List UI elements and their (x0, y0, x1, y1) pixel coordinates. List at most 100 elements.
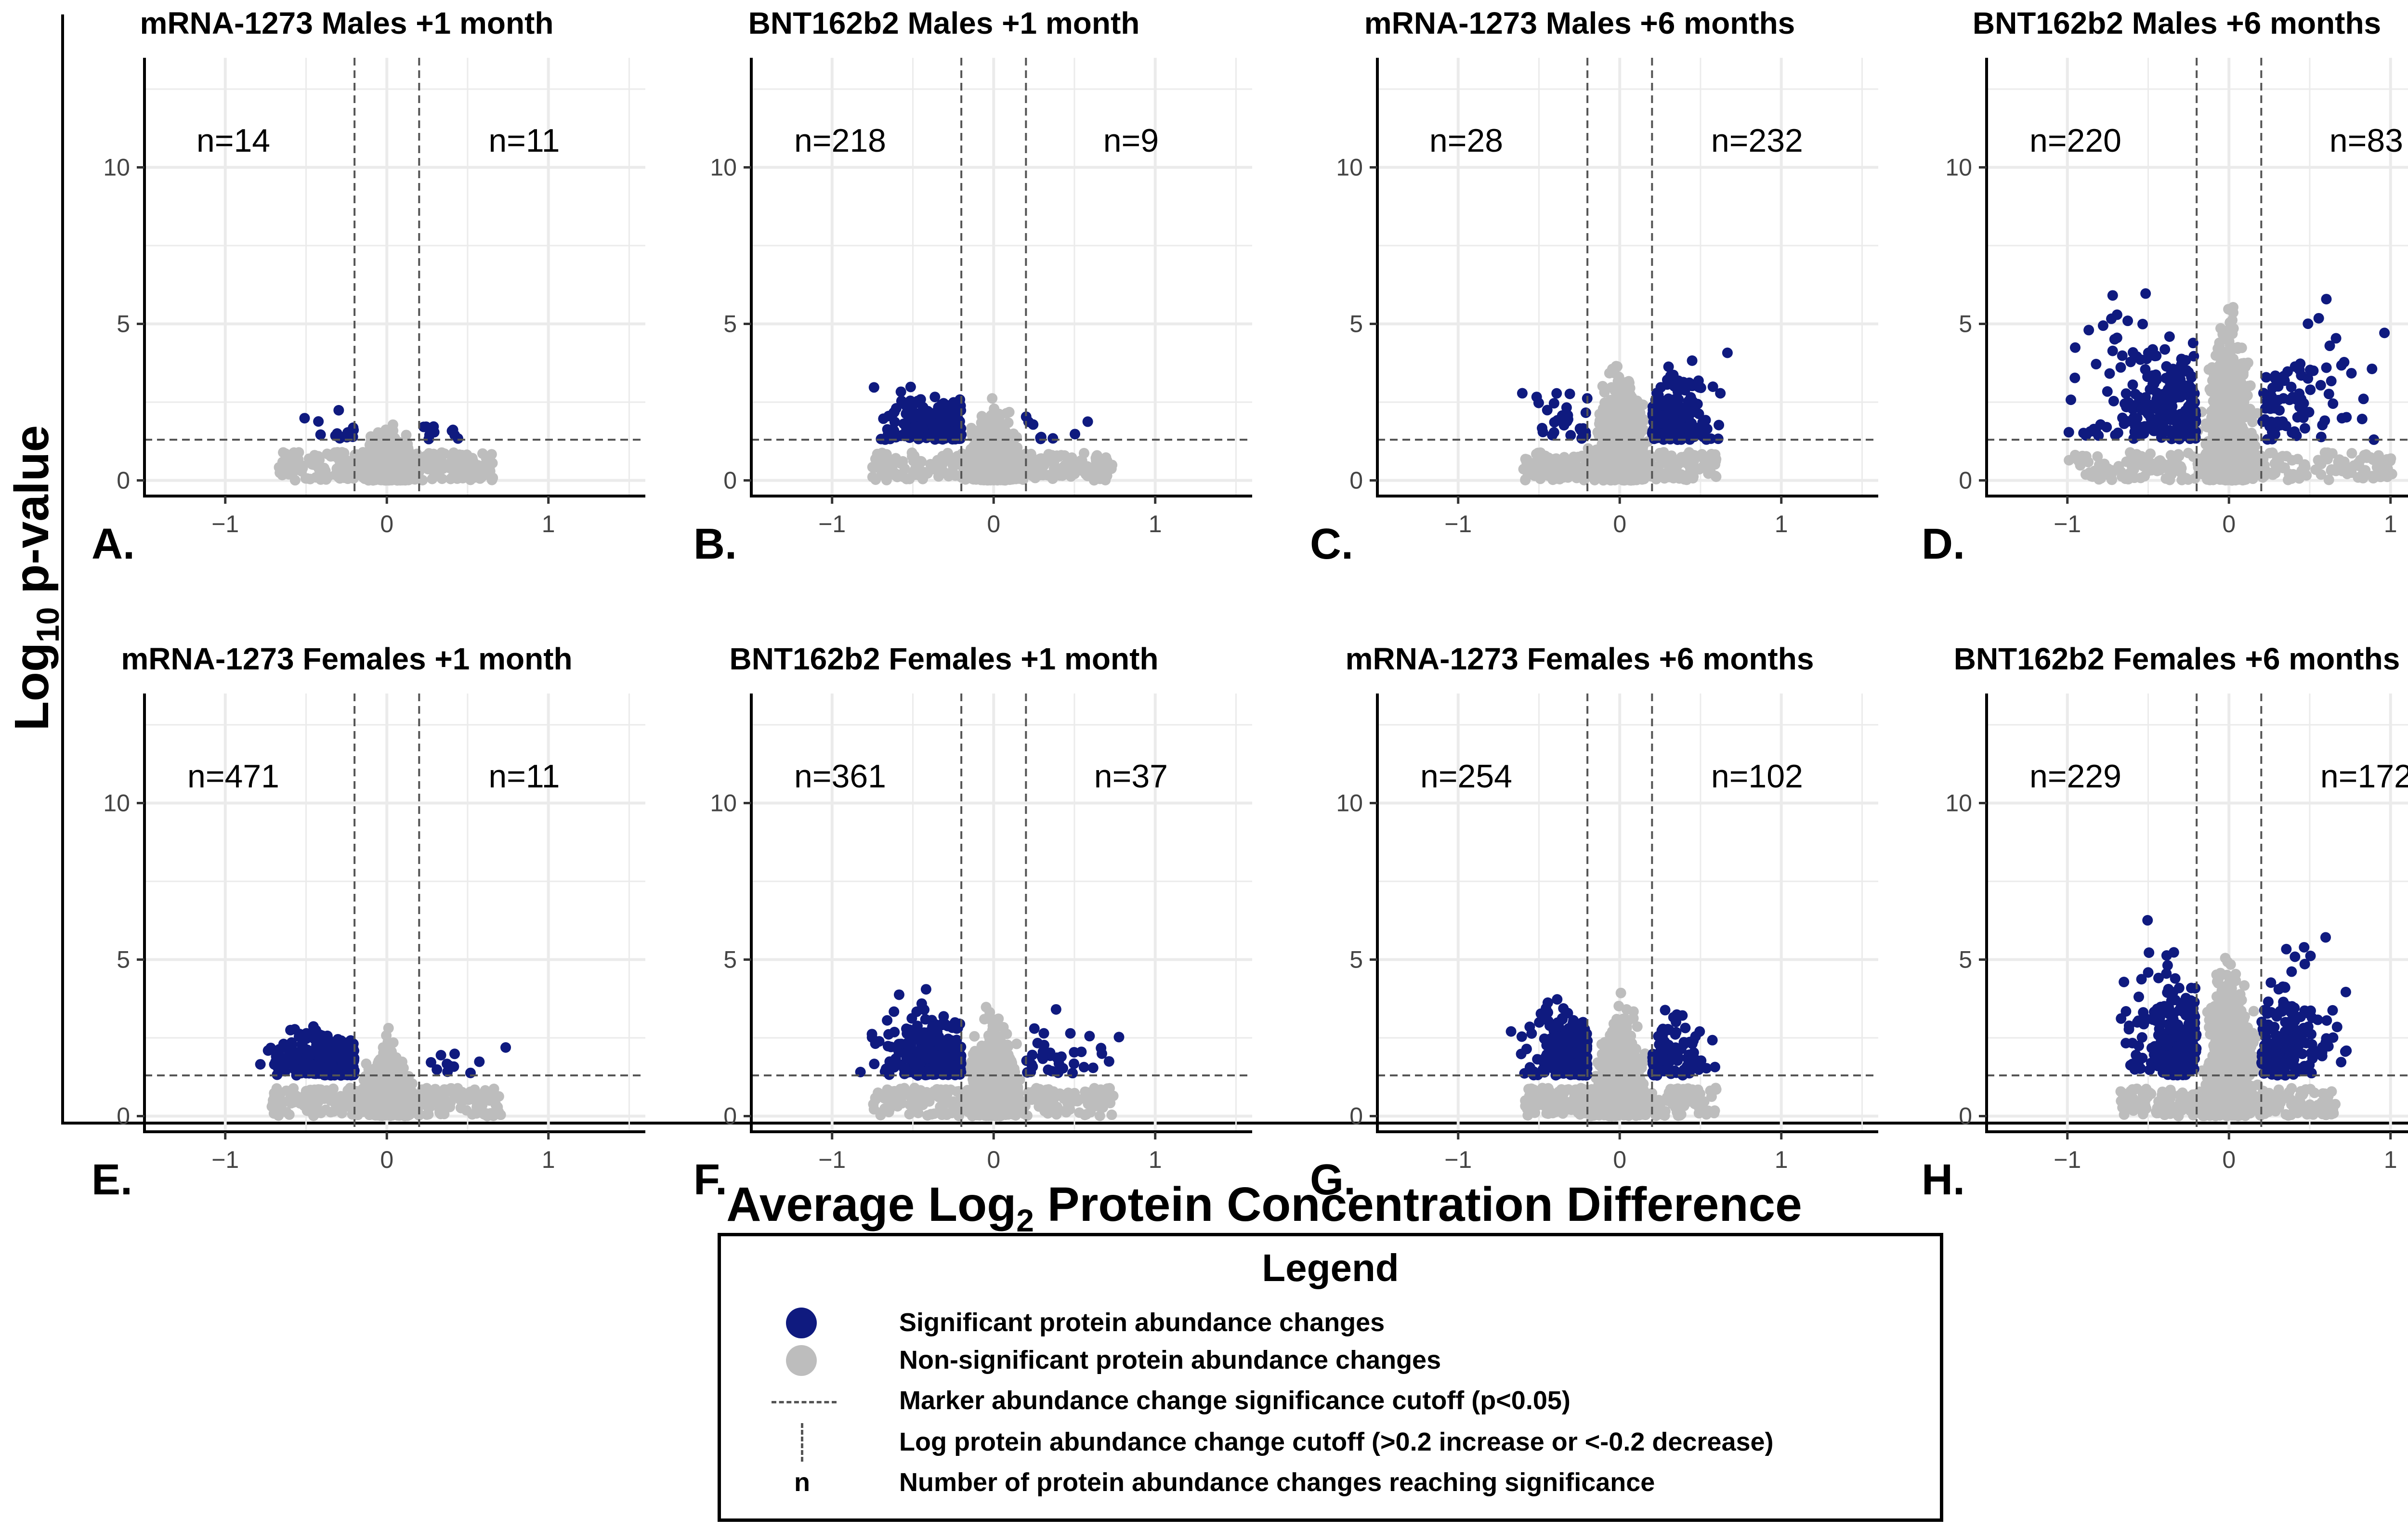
y-tick-label: 5 (117, 311, 130, 338)
point-non-significant (354, 456, 366, 467)
point-significant (333, 405, 344, 416)
point-non-significant (1658, 447, 1669, 458)
point-non-significant (1028, 460, 1039, 471)
point-significant (418, 421, 429, 432)
point-non-significant (967, 424, 978, 435)
point-non-significant (2206, 412, 2217, 423)
point-non-significant (1619, 475, 1630, 486)
point-significant (905, 395, 916, 406)
point-non-significant (1011, 432, 1022, 443)
x-tick-label: −1 (1444, 510, 1472, 537)
point-non-significant (1547, 474, 1558, 485)
point-non-significant (296, 466, 307, 477)
point-non-significant (286, 467, 297, 478)
point-non-significant (403, 474, 414, 485)
point-non-significant (1625, 409, 1636, 420)
point-non-significant (914, 465, 925, 476)
point-non-significant (1099, 455, 1111, 466)
point-non-significant (1706, 449, 1717, 460)
x-tick-label: −1 (211, 510, 239, 537)
point-non-significant (438, 449, 449, 460)
x-tick-label: 0 (380, 510, 393, 537)
y-tick-label: 10 (1336, 154, 1363, 181)
point-non-significant (987, 393, 998, 404)
point-non-significant (280, 448, 291, 459)
y-tick-label: 5 (723, 311, 737, 338)
n-left-label: n=14 (196, 122, 270, 159)
point-significant (1070, 429, 1081, 440)
point-significant (1082, 416, 1093, 427)
point-significant (1562, 414, 1573, 425)
point-significant (1714, 419, 1725, 431)
point-significant (913, 429, 924, 440)
point-non-significant (1594, 447, 1605, 458)
point-significant (928, 424, 939, 435)
point-non-significant (275, 467, 286, 478)
point-non-significant (1688, 471, 1699, 482)
point-significant (1668, 408, 1679, 419)
point-non-significant (368, 472, 380, 483)
point-non-significant (293, 447, 304, 458)
point-non-significant (1645, 456, 1656, 467)
point-non-significant (2208, 377, 2219, 388)
point-non-significant (1004, 406, 1015, 418)
point-significant (905, 381, 916, 393)
point-significant (1517, 388, 1528, 399)
point-non-significant (386, 459, 397, 470)
point-non-significant (1011, 470, 1022, 481)
point-non-significant (1521, 454, 1532, 465)
point-non-significant (973, 469, 984, 480)
points-group (867, 381, 1118, 486)
point-non-significant (927, 460, 938, 471)
point-non-significant (880, 464, 891, 475)
point-non-significant (369, 450, 380, 461)
point-non-significant (398, 467, 409, 478)
x-tick-label: 1 (1775, 510, 1788, 537)
point-significant (906, 412, 917, 423)
point-non-significant (2224, 410, 2235, 421)
point-significant (336, 432, 347, 443)
y-tick-label: 10 (103, 154, 130, 181)
point-non-significant (938, 466, 949, 477)
point-significant (1564, 388, 1575, 399)
y-tick-label: 0 (723, 467, 737, 494)
point-non-significant (2212, 343, 2224, 354)
x-tick-label: −1 (818, 510, 846, 537)
point-non-significant (1688, 456, 1700, 467)
point-non-significant (2227, 301, 2238, 313)
n-right-label: n=232 (1711, 122, 1803, 159)
point-non-significant (1632, 448, 1643, 459)
point-significant (1551, 388, 1562, 399)
point-non-significant (1541, 461, 1552, 472)
x-tick-label: 0 (1613, 510, 1626, 537)
n-right-label: n=11 (488, 122, 560, 159)
point-non-significant (1529, 470, 1540, 481)
point-non-significant (1604, 457, 1615, 468)
point-significant (1657, 411, 1668, 422)
point-non-significant (1659, 473, 1670, 484)
point-non-significant (2225, 322, 2236, 333)
point-non-significant (2224, 336, 2235, 347)
point-non-significant (2216, 359, 2227, 370)
point-non-significant (379, 433, 390, 444)
point-significant (1665, 370, 1676, 381)
point-non-significant (429, 456, 440, 467)
point-non-significant (419, 451, 431, 462)
point-non-significant (895, 458, 906, 469)
point-non-significant (340, 467, 351, 478)
x-axis-title: Average Log2 Protein Concentration Diffe… (726, 1178, 1802, 1238)
point-significant (868, 382, 879, 393)
point-non-significant (409, 459, 420, 470)
point-non-significant (1590, 461, 1601, 472)
point-significant (932, 407, 943, 419)
point-non-significant (2229, 400, 2240, 411)
point-non-significant (1040, 457, 1051, 468)
point-non-significant (2225, 426, 2236, 437)
points-group (2063, 288, 2397, 486)
point-non-significant (481, 453, 492, 464)
point-significant (1673, 394, 1684, 405)
point-significant (446, 425, 458, 436)
